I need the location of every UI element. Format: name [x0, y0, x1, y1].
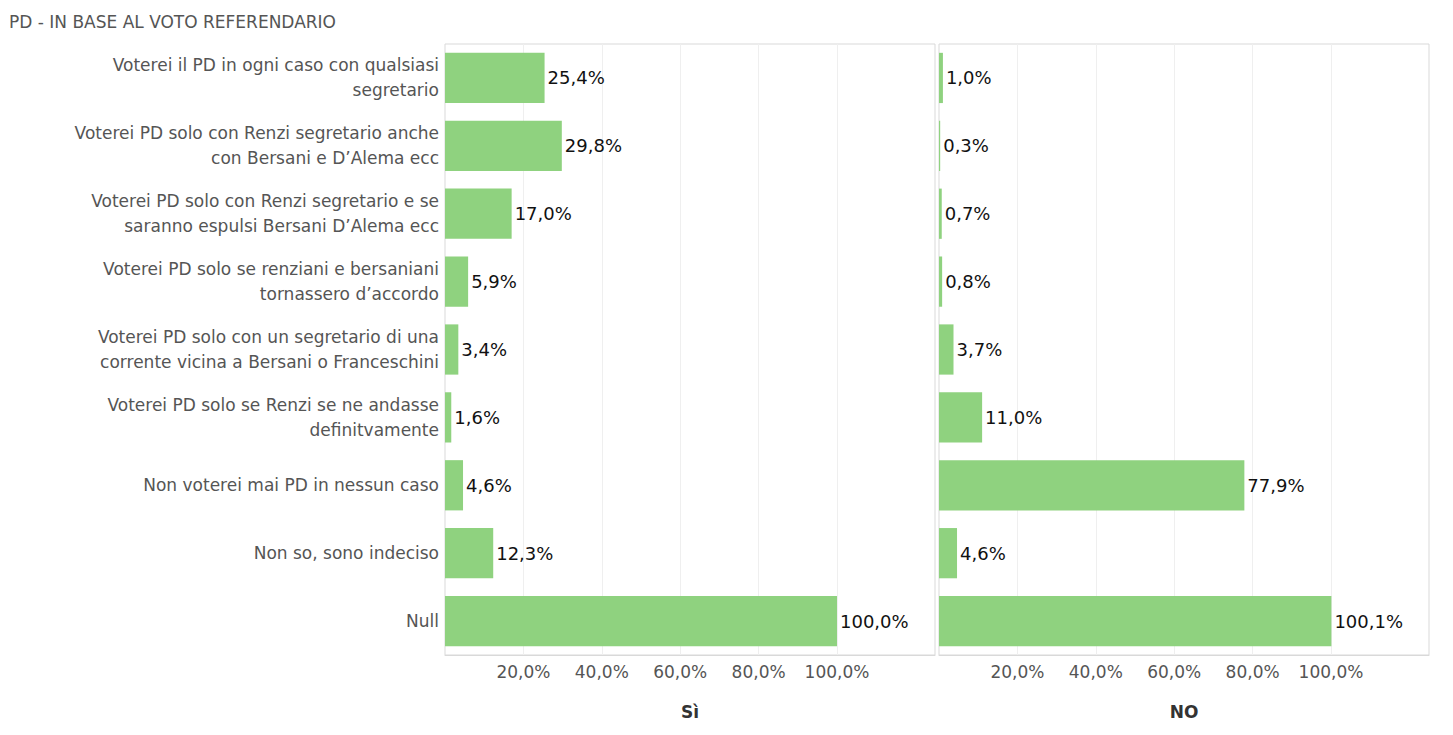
svg-text:con Bersani e D’Alema ecc: con Bersani e D’Alema ecc: [211, 148, 439, 168]
svg-text:40,0%: 40,0%: [575, 662, 629, 682]
svg-text:Null: Null: [406, 611, 439, 631]
svg-text:tornassero d’accordo: tornassero d’accordo: [260, 284, 439, 304]
svg-text:100,0%: 100,0%: [805, 662, 870, 682]
svg-text:20,0%: 20,0%: [496, 662, 550, 682]
svg-text:0,3%: 0,3%: [943, 135, 989, 156]
svg-text:Non voterei mai PD in nessun c: Non voterei mai PD in nessun caso: [143, 475, 439, 495]
svg-text:NO: NO: [1170, 702, 1199, 722]
svg-text:5,9%: 5,9%: [471, 271, 517, 292]
svg-text:1,6%: 1,6%: [454, 407, 500, 428]
svg-text:77,9%: 77,9%: [1247, 475, 1304, 496]
svg-text:100,0%: 100,0%: [840, 611, 909, 632]
svg-text:11,0%: 11,0%: [985, 407, 1042, 428]
svg-text:4,6%: 4,6%: [960, 543, 1006, 564]
svg-text:25,4%: 25,4%: [548, 67, 605, 88]
svg-text:80,0%: 80,0%: [1226, 662, 1280, 682]
svg-text:1,0%: 1,0%: [946, 67, 992, 88]
svg-text:100,0%: 100,0%: [1299, 662, 1364, 682]
svg-text:definitvamente: definitvamente: [309, 420, 439, 440]
svg-text:Sì: Sì: [681, 702, 699, 722]
svg-text:17,0%: 17,0%: [515, 203, 572, 224]
svg-text:PD - IN BASE AL VOTO REFERENDA: PD - IN BASE AL VOTO REFERENDARIO: [9, 12, 336, 32]
svg-text:3,4%: 3,4%: [461, 339, 507, 360]
svg-text:Voterei PD solo con un segreta: Voterei PD solo con un segretario di una: [98, 327, 439, 347]
svg-text:100,1%: 100,1%: [1334, 611, 1403, 632]
svg-text:60,0%: 60,0%: [1147, 662, 1201, 682]
svg-text:60,0%: 60,0%: [653, 662, 707, 682]
svg-text:Voterei PD solo con Renzi segr: Voterei PD solo con Renzi segretario e s…: [91, 191, 439, 211]
svg-text:Non so, sono indeciso: Non so, sono indeciso: [254, 543, 439, 563]
svg-text:corrente vicina a Bersani o Fr: corrente vicina a Bersani o Franceschini: [100, 352, 439, 372]
svg-text:0,8%: 0,8%: [945, 271, 991, 292]
svg-text:segretario: segretario: [353, 80, 439, 100]
svg-text:3,7%: 3,7%: [957, 339, 1003, 360]
svg-text:Voterei il PD in ogni caso con: Voterei il PD in ogni caso con qualsiasi: [113, 55, 439, 75]
svg-text:Voterei PD solo con Renzi segr: Voterei PD solo con Renzi segretario anc…: [75, 123, 439, 143]
svg-text:saranno espulsi Bersani D’Alem: saranno espulsi Bersani D’Alema ecc: [124, 216, 439, 236]
svg-text:Voterei PD solo se Renzi se ne: Voterei PD solo se Renzi se ne andasse: [107, 395, 439, 415]
svg-text:80,0%: 80,0%: [732, 662, 786, 682]
svg-text:0,7%: 0,7%: [945, 203, 991, 224]
svg-text:Voterei PD solo se renziani e: Voterei PD solo se renziani e bersaniani: [103, 259, 439, 279]
svg-text:40,0%: 40,0%: [1069, 662, 1123, 682]
svg-text:4,6%: 4,6%: [466, 475, 512, 496]
svg-text:20,0%: 20,0%: [990, 662, 1044, 682]
svg-text:29,8%: 29,8%: [565, 135, 622, 156]
svg-text:12,3%: 12,3%: [496, 543, 553, 564]
